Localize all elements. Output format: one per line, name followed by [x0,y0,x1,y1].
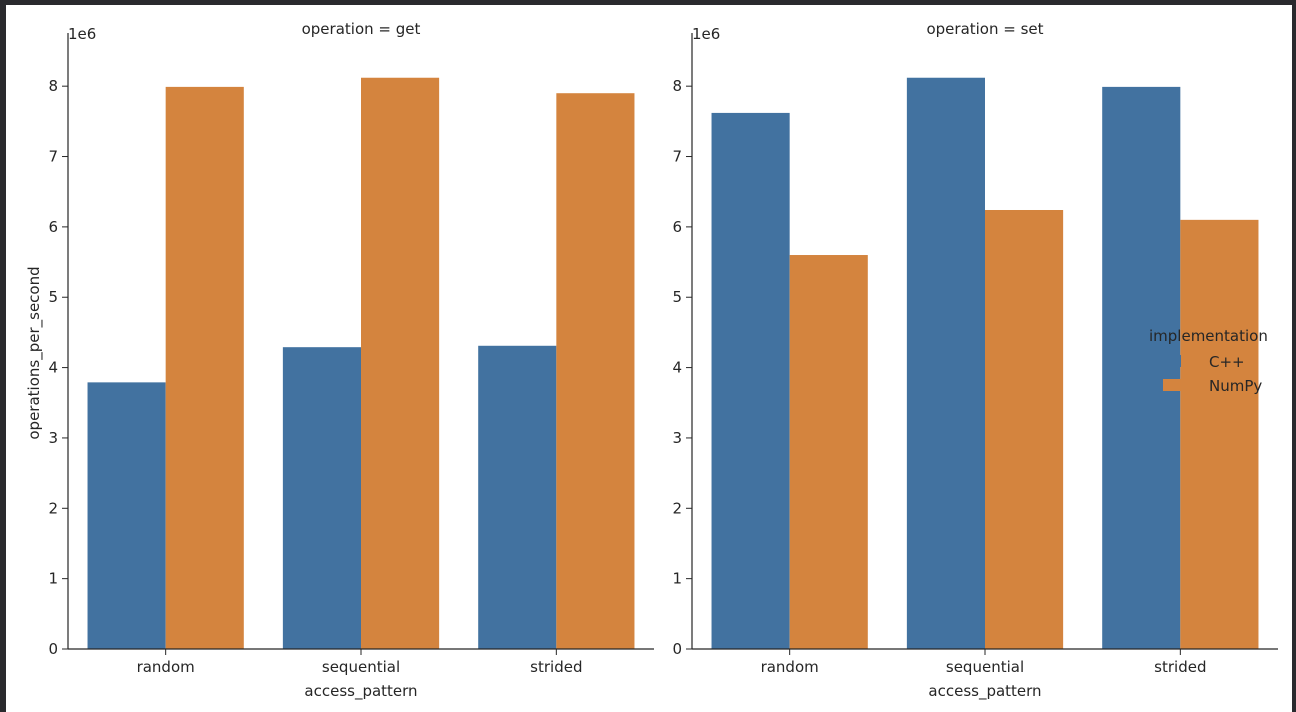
bar-cpp-random [711,112,790,650]
panel-title: operation = set [926,20,1043,38]
y-tick-label: 4 [672,359,682,377]
legend-swatch [1163,355,1181,367]
bar-cpp-strided [1102,86,1181,649]
x-tick-label: strided [1154,658,1206,676]
bar-cpp-sequential [906,77,985,649]
x-tick-label: random [137,658,195,676]
legend-entry-label: NumPy [1209,377,1262,395]
y-tick-label: 4 [48,359,58,377]
y-tick-label: 8 [48,77,58,95]
bar-numpy-random [165,86,244,649]
y-tick-label: 0 [48,640,58,658]
y-tick-label: 5 [48,288,58,306]
y-tick-label: 7 [672,148,682,166]
y-multiplier-label: 1e6 [68,25,96,43]
y-tick-label: 5 [672,288,682,306]
y-tick-label: 6 [672,218,682,236]
y-tick-label: 1 [48,570,58,588]
bar-numpy-random [789,255,868,649]
x-tick-label: sequential [946,658,1024,676]
bar-cpp-random [87,382,166,649]
x-tick-label: strided [530,658,582,676]
y-multiplier-label: 1e6 [692,25,720,43]
x-tick-label: random [761,658,819,676]
y-tick-label: 0 [672,640,682,658]
figure: operation = get 1e6 0 1 2 3 4 5 6 7 8 random sequent… [6,5,1292,712]
y-tick-label: 1 [672,570,682,588]
bar-numpy-strided [1180,219,1259,650]
x-tick-label: sequential [322,658,400,676]
bar-numpy-sequential [361,77,440,649]
y-tick-label: 2 [48,499,58,517]
bar-numpy-strided [556,93,635,649]
y-tick-label: 3 [48,429,58,447]
bar-cpp-strided [478,345,557,649]
y-axis-title: operations_per_second [25,266,44,439]
faceted-bar-chart: operation = get 1e6 0 1 2 3 4 5 6 7 8 random sequent… [25,20,1278,701]
x-axis-title: access_pattern [304,682,417,701]
y-tick-label: 3 [672,429,682,447]
y-tick-label: 6 [48,218,58,236]
y-tick-label: 8 [672,77,682,95]
legend-entry-label: C++ [1209,353,1245,371]
legend-swatch [1163,379,1181,391]
panel-title: operation = get [302,20,421,38]
y-tick-label: 7 [48,148,58,166]
legend-title: implementation [1149,327,1268,345]
x-axis-title: access_pattern [928,682,1041,701]
bar-numpy-sequential [985,209,1064,649]
y-tick-label: 2 [672,499,682,517]
bar-cpp-sequential [282,347,361,649]
